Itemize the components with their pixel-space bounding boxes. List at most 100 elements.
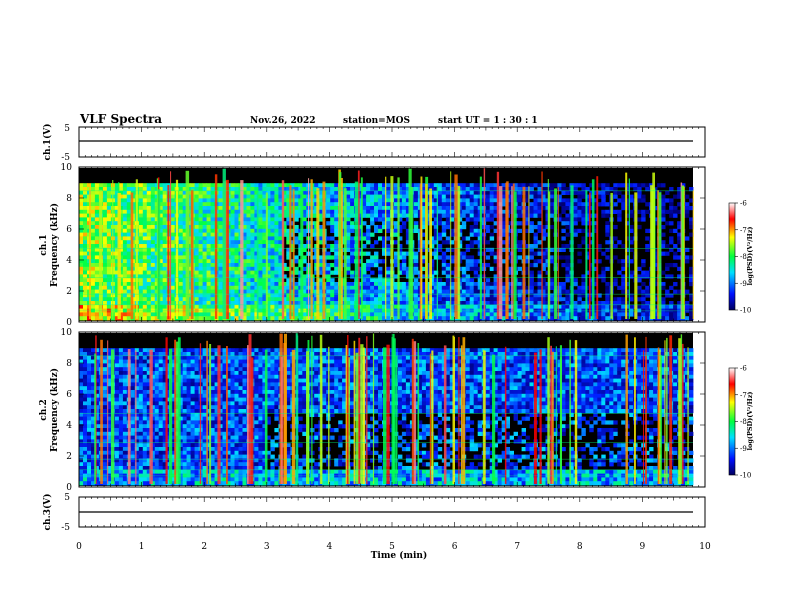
spectrogram-cell [461,297,467,302]
spectrogram-cell [326,198,331,203]
spectrogram-cell [641,209,646,214]
spectrogram-cell [242,187,247,192]
spectrogram-cell [625,198,630,203]
spectrogram-cell [433,217,439,222]
spectrogram-cell [529,213,534,218]
spectrogram-cell [262,259,267,264]
spectrogram-cell [374,198,379,203]
spectrogram-cell [605,301,610,306]
spectrogram-cell [79,274,84,279]
spectrogram-cell [366,232,371,237]
spectrogram-cell [234,232,239,237]
spectrogram-cell [83,282,88,287]
spectrogram-cell [290,198,295,203]
spectrogram-cell [413,202,419,207]
spectrogram-cell [230,198,235,203]
spectrogram-cell [413,213,419,218]
spectrogram-cell [138,217,144,222]
spectrogram-cell [83,259,88,264]
spectrogram-cell [529,247,534,252]
spectrogram-cell [178,297,184,302]
spectrogram-cell [142,232,148,237]
spectrogram-cell [126,213,132,218]
spectrogram-cell [573,183,578,188]
spectrogram-cell [318,304,323,309]
spectrogram-cell [146,312,152,317]
spectrogram-cell [469,289,475,294]
spectrogram-cell [637,183,642,188]
spectrogram-cell [621,289,626,294]
spectrogram-cell [178,293,184,298]
spectrogram-cell [405,274,411,279]
spectrogram-cell [178,255,184,260]
spectrogram-cell [94,285,100,290]
spectrogram-cell [661,304,666,309]
spectrogram-cell [581,190,586,195]
spectrogram-cell [302,255,307,260]
spectrogram-cell [489,293,495,298]
spectrogram-cell [597,247,602,252]
spectrogram-cell [465,263,471,268]
spectrogram-cell [126,266,132,271]
spectrogram-cell [106,297,112,302]
spectrogram-cell [142,244,148,249]
spectrogram-cell [541,206,546,211]
spectrogram-cell [485,247,491,252]
spectrogram-cell [374,240,379,245]
spectrogram-cell [126,225,132,230]
spectrogram-cell [545,289,550,294]
spectrogram-cell [114,190,120,195]
spectrogram-cell [254,236,259,241]
spectrogram-cell [302,266,307,271]
spectrogram-cell [106,263,112,268]
spectrogram-cell [262,221,267,226]
spectrogram-cell [557,316,562,321]
spectrogram-cell [79,289,84,294]
spectrogram-cell [398,187,403,192]
spectrogram-cell [330,187,335,192]
spectrogram-cell [262,206,267,211]
spectrogram-cell [254,187,259,192]
spectrogram-cell [386,228,391,233]
spectrogram-cell [302,217,307,222]
spectrogram-cell [318,225,323,230]
spectrogram-cell [641,198,646,203]
spectrogram-cell [218,221,223,226]
spectrogram-cell [210,209,215,214]
spectrogram-cell [206,244,211,249]
spectrogram-cell [282,304,287,309]
spectrogram-cell [274,278,279,283]
spectrogram-cell [270,312,275,317]
spectrogram-cell [122,187,128,192]
spectrogram-cell [334,312,339,317]
spectrogram-cell [637,274,642,279]
spectrogram-cell [250,282,255,287]
spectrogram-cell [246,274,251,279]
spectrogram-cell [106,240,112,245]
spectrogram-cell [541,282,546,287]
spectrogram-cell [118,217,124,222]
spectrogram-cell [198,274,203,279]
spectrogram-cell [529,312,534,317]
spectrogram-cell [258,187,263,192]
spectrogram-cell [625,316,630,321]
spectrogram-cell [589,289,594,294]
spectrogram-cell [270,190,275,195]
spectrogram-cell [158,247,164,252]
spectrogram-cell [370,293,375,298]
spectrogram-cell [254,244,259,249]
spectrogram-cell [465,289,471,294]
spectrogram-cell [250,187,255,192]
spectrogram-cell [517,247,522,252]
spectrogram-cell [258,198,263,203]
spectrogram-cell [198,206,203,211]
spectrogram-cell [593,266,598,271]
spectrogram-cell [581,282,586,287]
spectrogram-cell [146,297,152,302]
spectrogram-cell [178,206,184,211]
spectrogram-cell [202,251,207,256]
spectrogram-cell [282,293,287,298]
spectrogram-cell [445,217,451,222]
spectrogram-cell [138,316,144,321]
